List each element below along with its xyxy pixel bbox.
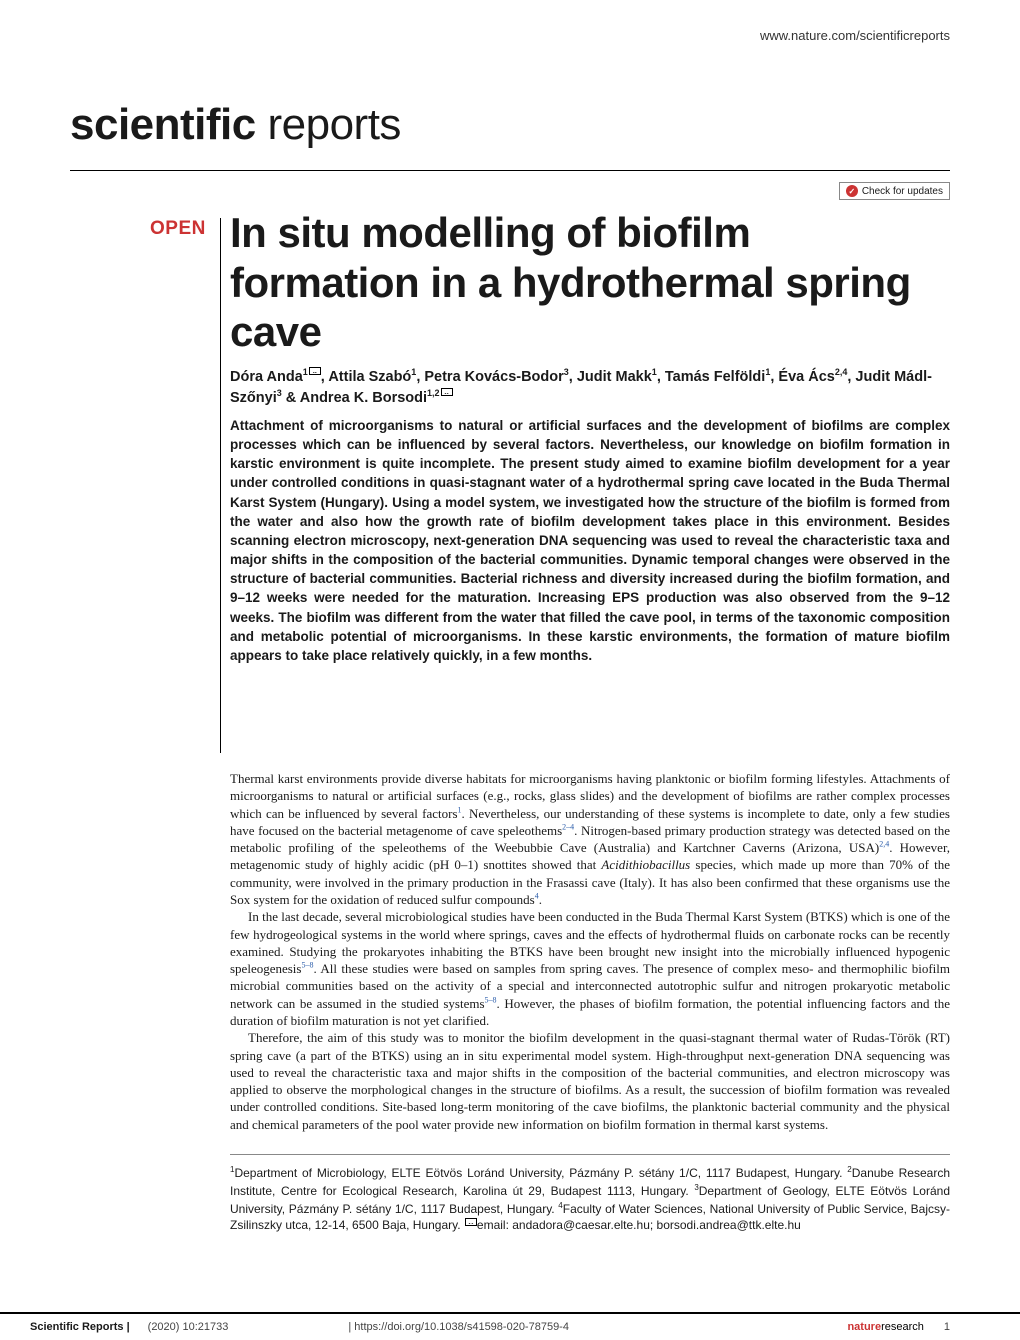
body-text: Thermal karst environments provide diver… — [230, 770, 950, 1133]
open-access-badge: OPEN — [150, 218, 206, 240]
left-vertical-rule — [220, 218, 221, 753]
footer-doi: | https://doi.org/10.1038/s41598-020-787… — [348, 1321, 569, 1333]
body-para-3: Therefore, the aim of this study was to … — [230, 1029, 950, 1133]
footer-page-number: 1 — [944, 1321, 950, 1333]
footer-publisher: natureresearch — [847, 1321, 923, 1333]
abstract: Attachment of microorganisms to natural … — [230, 416, 950, 665]
footer-publisher-black: research — [881, 1321, 924, 1333]
article-title: In situ modelling of biofilm formation i… — [230, 208, 950, 357]
top-rule — [70, 170, 950, 171]
journal-logo: scientific reports — [70, 100, 401, 150]
body-para-1: Thermal karst environments provide diver… — [230, 770, 950, 908]
envelope-icon — [465, 1218, 477, 1226]
journal-logo-light: reports — [256, 100, 401, 149]
updates-label: Check for updates — [862, 186, 943, 197]
footer-citation: (2020) 10:21733 — [148, 1321, 229, 1333]
envelope-icon — [441, 388, 453, 396]
affiliations: 1Department of Microbiology, ELTE Eötvös… — [230, 1164, 950, 1234]
footer: Scientific Reports | (2020) 10:21733 | h… — [0, 1312, 1020, 1340]
journal-logo-bold: scientific — [70, 100, 256, 149]
footer-journal: Scientific Reports | — [30, 1321, 130, 1333]
body-para-2: In the last decade, several microbiologi… — [230, 908, 950, 1029]
footer-publisher-red: nature — [847, 1321, 881, 1333]
updates-icon: ✓ — [846, 185, 858, 197]
author-list: Dóra Anda1, Attila Szabó1, Petra Kovács-… — [230, 366, 950, 408]
header-url: www.nature.com/scientificreports — [760, 28, 950, 43]
affiliations-rule — [230, 1154, 950, 1155]
check-updates-badge[interactable]: ✓ Check for updates — [839, 182, 950, 200]
envelope-icon — [309, 367, 321, 375]
